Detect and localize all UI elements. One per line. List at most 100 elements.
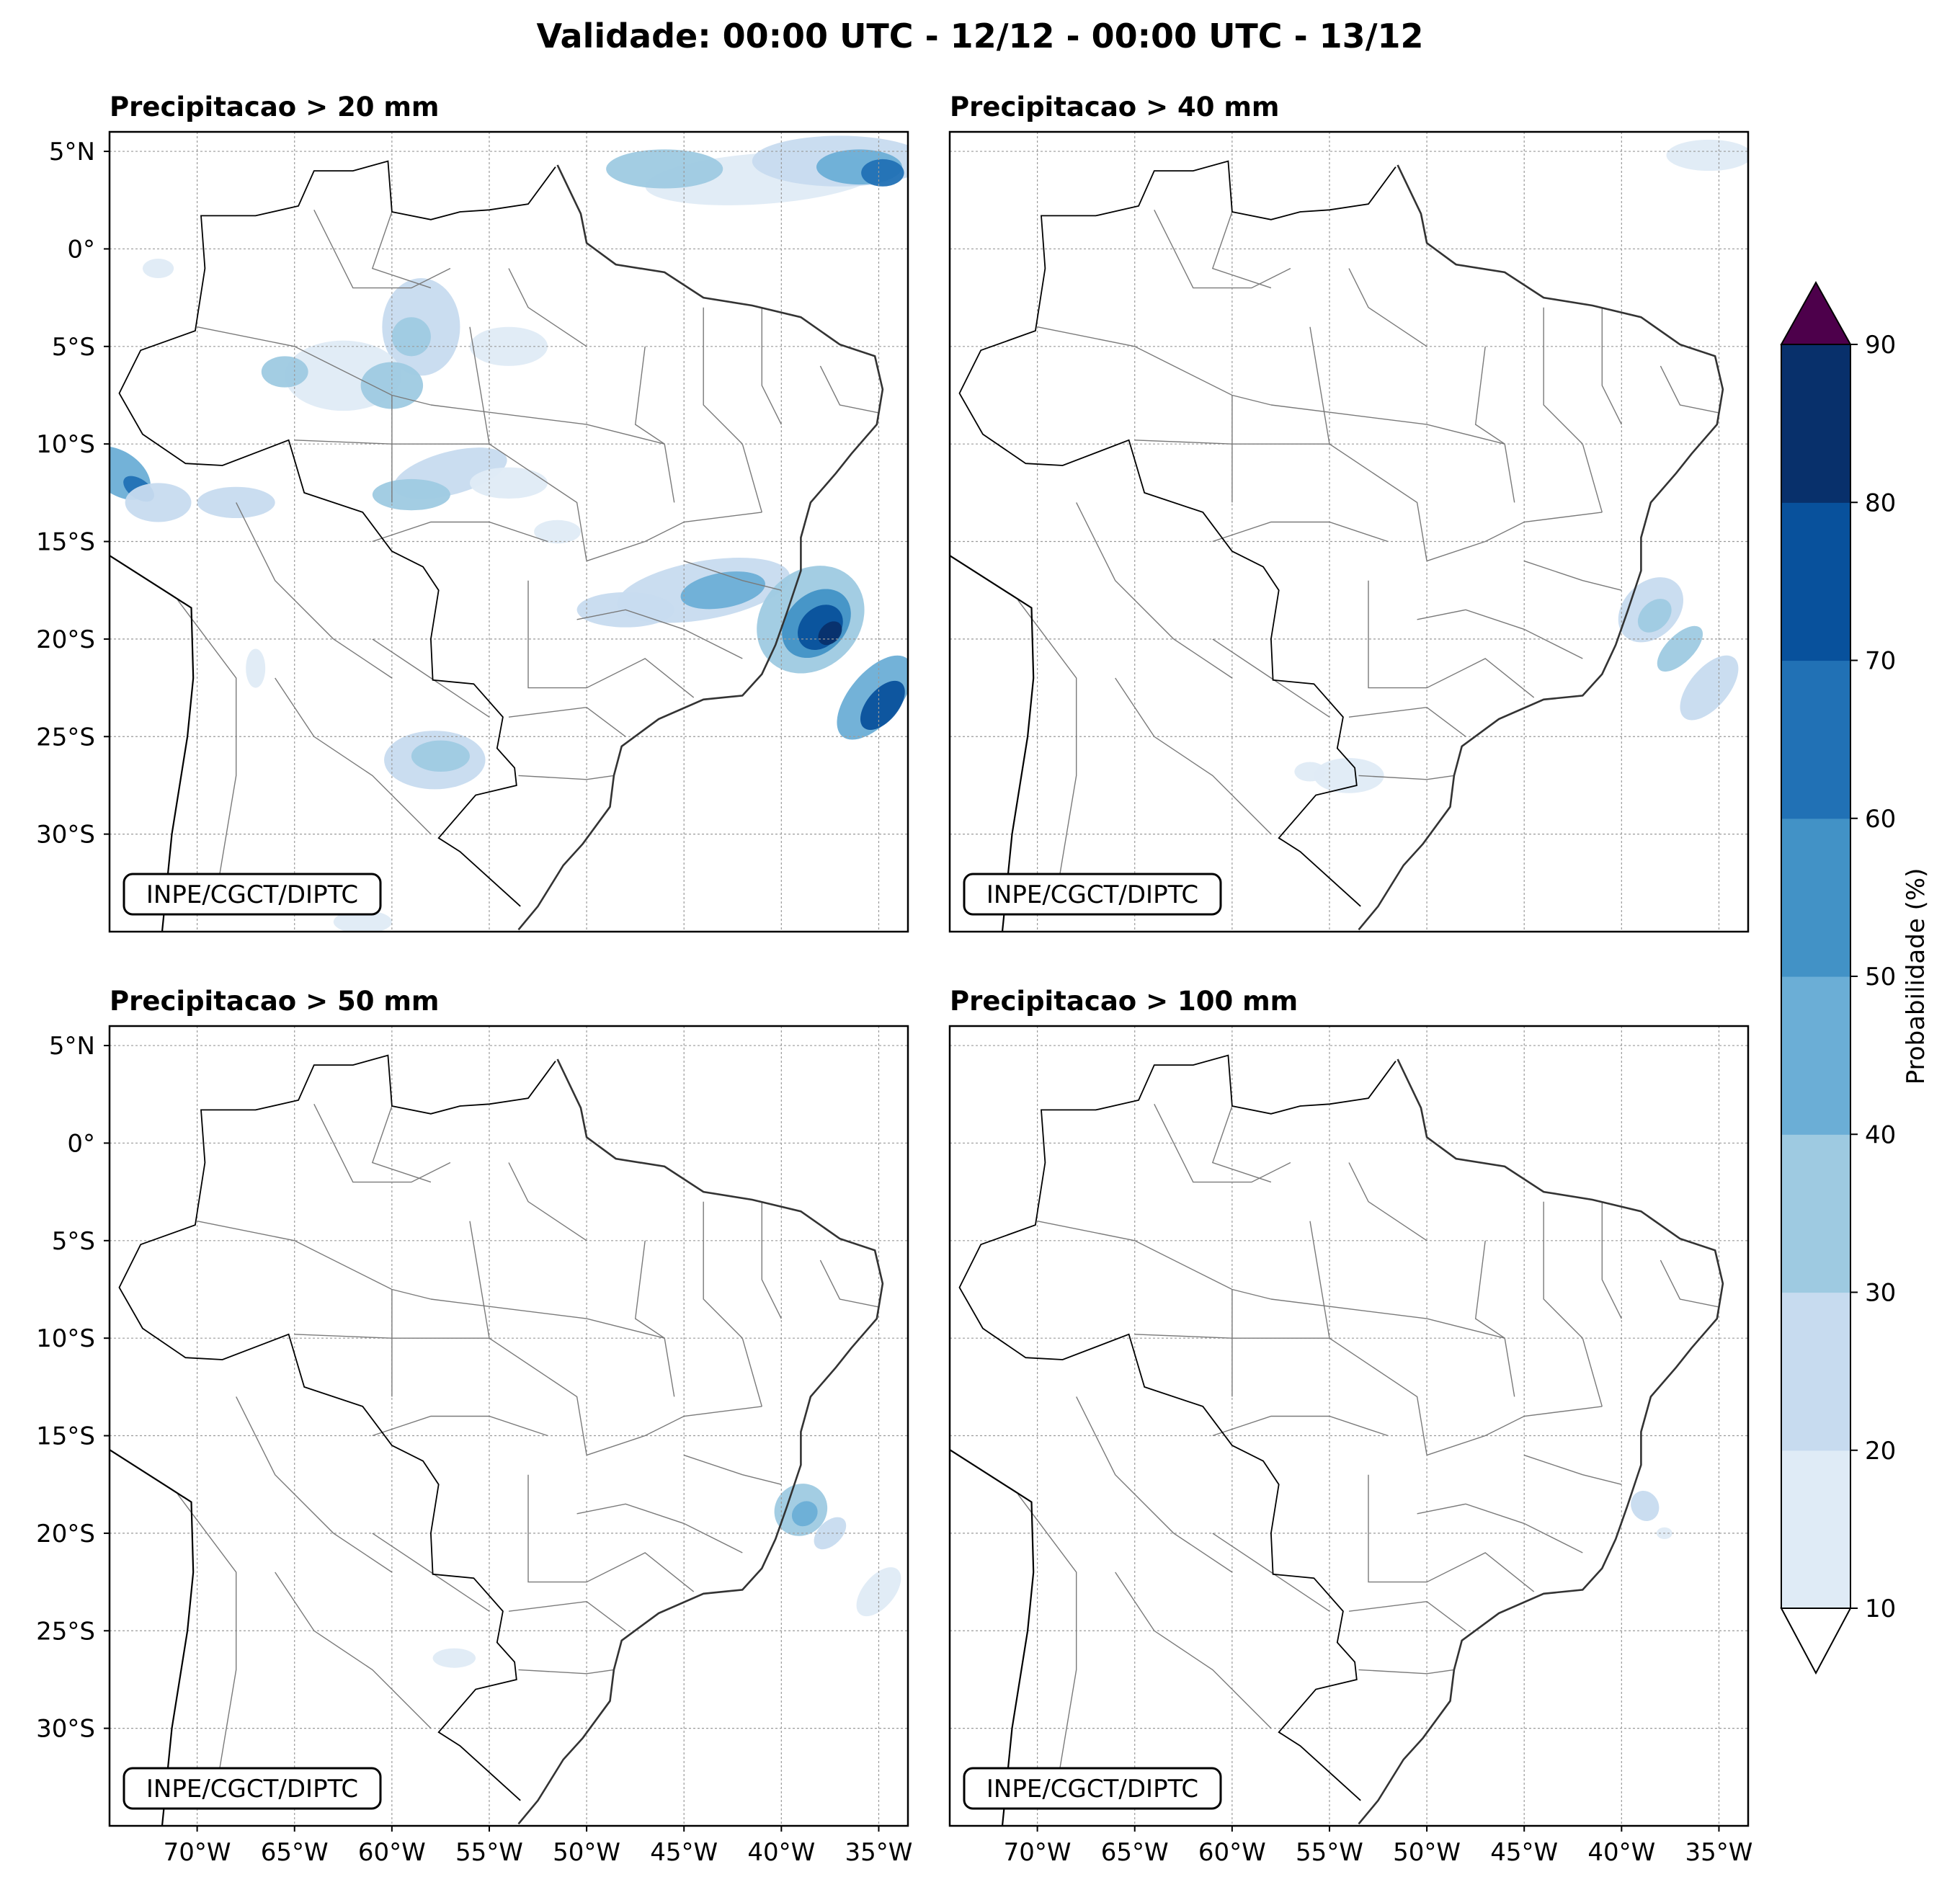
state-border [819,1259,879,1308]
state-border [1309,326,1427,561]
state-border [1426,1406,1603,1456]
coastline-west [950,554,1035,932]
probability-area [606,149,723,189]
coastline-west [950,1448,1035,1826]
coastline-east [1358,164,1724,931]
colorbar-segment [1781,1450,1850,1609]
state-border [1543,307,1603,513]
lat-tick-label: 10°S [36,430,95,459]
coastline-east [1358,1058,1724,1825]
country-border [118,160,556,907]
lon-tick-label: 45°W [1490,1838,1558,1867]
state-border [1474,1240,1515,1397]
lat-tick-label: 15°S [36,528,95,557]
colorbar-segment [1781,818,1850,977]
state-border [371,211,432,289]
probability-area [791,1501,818,1527]
state-border [1017,599,1077,893]
state-border [1134,1334,1329,1339]
state-border [236,502,393,679]
lat-tick-label: 15°S [36,1422,95,1451]
state-border [1368,580,1535,698]
lat-tick-label: 0° [67,235,95,264]
lon-tick-label: 45°W [650,1838,718,1867]
lon-tick-label: 60°W [1198,1838,1266,1867]
lat-tick-label: 30°S [36,821,95,850]
state-border [586,1406,762,1456]
state-border [683,1454,782,1485]
probability-area [856,1567,901,1617]
state-border [586,512,762,562]
state-border [294,440,489,445]
lon-tick-label: 65°W [261,1838,329,1867]
state-border [527,1474,695,1592]
state-border [313,1103,451,1183]
state-border [372,1533,490,1612]
state-border [372,1415,548,1437]
colorbar-extend-max [1780,280,1852,345]
state-border [1212,638,1330,718]
state-border [177,599,237,893]
state-border [703,307,762,513]
map-frame [948,130,1750,933]
state-border [1474,346,1515,503]
state-border [1348,1600,1466,1631]
coastline-west [110,1448,195,1826]
panel-title: Precipitacao > 50 mm [110,986,439,1017]
lat-tick-label: 10°S [36,1324,95,1353]
state-border [1348,1162,1427,1241]
probability-area [1314,758,1384,793]
probability-area [1666,139,1748,171]
map-panel-3: Precipitacao > 50 mm INPE/CGCT/DIPTC 5°N 0°… [36,986,912,1867]
panel-title: Precipitacao > 40 mm [950,92,1279,122]
state-border [372,521,548,543]
probability-area [1680,655,1739,721]
probability-area [333,910,392,932]
state-border [1309,1221,1427,1455]
probability-area [534,520,581,544]
state-border [1212,1415,1389,1437]
map-frame [108,1025,909,1827]
state-border [469,326,587,561]
credit-box [963,1767,1222,1810]
panel-title: Precipitacao > 100 mm [950,986,1298,1017]
lat-tick-label: 0° [67,1129,95,1158]
colorbar-tick-label: 50 [1865,963,1896,991]
coastline-east [517,164,884,931]
probability-area [1637,599,1672,633]
lon-tick-label: 50°W [1393,1838,1461,1867]
map-background [950,132,1748,932]
state-border [1358,1669,1454,1675]
colorbar-tick-label: 20 [1865,1437,1896,1466]
state-border [508,1600,626,1631]
state-border [294,1334,489,1339]
state-border [761,307,782,425]
state-border [576,609,743,659]
state-border [1660,1259,1719,1308]
lat-tick-label: 5°S [52,333,95,362]
state-border [518,1669,614,1675]
map-content [950,1026,1748,1826]
state-border [1212,521,1389,543]
colorbar-tick-label: 70 [1865,647,1896,676]
probability-area [197,486,275,519]
state-border [1076,502,1233,679]
state-border [1212,1533,1330,1612]
state-border [1426,512,1603,562]
state-border [371,1105,432,1183]
map-frame [948,1025,1750,1827]
state-border [518,775,614,780]
lon-tick-label: 70°W [164,1838,231,1867]
state-border [313,209,451,289]
map-background [110,1026,908,1826]
state-border [1211,211,1272,289]
state-border [1211,1105,1272,1183]
state-border [1358,775,1454,780]
lon-tick-label: 40°W [1587,1838,1655,1867]
map-panel-1: Precipitacao > 20 mm INPE/CGCT/DIPTC 5°N 0°… [36,92,909,933]
panel-title: Precipitacao > 20 mm [110,92,439,122]
state-border [1523,560,1622,591]
probability-area [1631,1490,1660,1522]
state-border [1417,1503,1583,1553]
state-border [1660,365,1719,414]
